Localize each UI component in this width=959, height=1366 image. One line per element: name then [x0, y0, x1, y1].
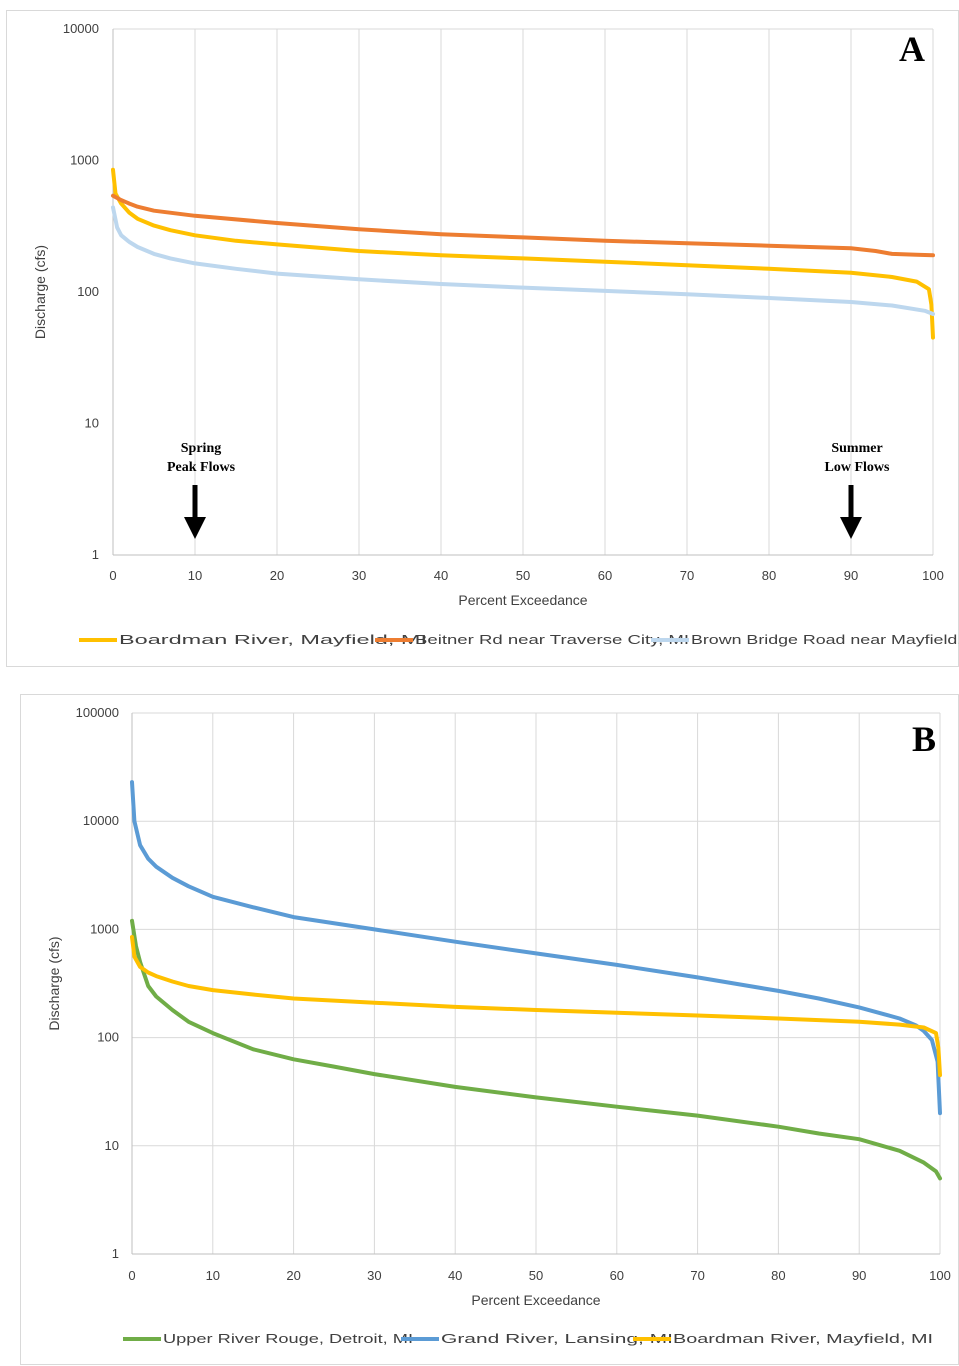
series-line-1 — [111, 167, 935, 340]
annotation-arrow-head — [184, 517, 206, 539]
chart-panel-a: 0 10 20 30 40 50 60 70 80 90 100 1 10 100 1000 10000 Per… — [6, 10, 959, 667]
annotation-text: Spring — [181, 441, 221, 456]
legend-label: Beitner Rd near Traverse City, MI — [415, 632, 689, 647]
annotation-text: Low Flows — [825, 460, 891, 475]
y-tick-label: 100000 — [76, 705, 119, 720]
chart-panel-b: 0 10 20 30 40 50 60 70 80 90 100 1 10 100 1000 10000 100… — [20, 694, 959, 1365]
x-tick-label: 60 — [598, 568, 612, 583]
chart-a-svg: 0 10 20 30 40 50 60 70 80 90 100110100100010000Per… — [32, 21, 959, 647]
annotation-text: Peak Flows — [167, 460, 236, 475]
y-tick-label: 100 — [77, 284, 99, 299]
x-tick-label: 90 — [852, 1268, 866, 1283]
panel-label: B — [912, 719, 936, 759]
y-tick-label: 10000 — [63, 21, 99, 36]
y-tick-label: 1000 — [70, 153, 99, 168]
x-tick-label: 50 — [516, 568, 530, 583]
x-axis-title: Percent Exceedance — [458, 592, 587, 608]
x-axis-title: Percent Exceedance — [471, 1292, 600, 1308]
x-tick-label: 20 — [270, 568, 284, 583]
x-tick-label: 70 — [680, 568, 694, 583]
x-tick-label: 100 — [922, 568, 944, 583]
y-tick-label: 10 — [85, 416, 99, 431]
x-tick-label: 90 — [844, 568, 858, 583]
x-tick-label: 60 — [610, 1268, 624, 1283]
x-tick-label: 40 — [434, 568, 448, 583]
series-line-3 — [111, 205, 935, 316]
y-axis-title: Discharge (cfs) — [46, 936, 62, 1030]
x-tick-label: 0 — [128, 1268, 135, 1283]
x-tick-label: 30 — [352, 568, 366, 583]
x-tick-label: 10 — [188, 568, 202, 583]
y-tick-label: 10000 — [83, 813, 119, 828]
y-tick-label: 1 — [112, 1246, 119, 1261]
series-line-2 — [111, 193, 935, 258]
x-tick-label: 80 — [762, 568, 776, 583]
y-tick-label: 100 — [97, 1030, 119, 1045]
annotation-arrow-head — [840, 517, 862, 539]
panel-label: A — [899, 29, 925, 69]
legend-label: Brown Bridge Road near Mayfield, MI — [691, 632, 959, 647]
x-tick-label: 30 — [367, 1268, 381, 1283]
x-tick-label: 40 — [448, 1268, 462, 1283]
y-axis-title: Discharge (cfs) — [32, 245, 48, 339]
series-line-1 — [130, 918, 942, 1181]
x-tick-label: 20 — [286, 1268, 300, 1283]
x-tick-label: 50 — [529, 1268, 543, 1283]
legend-label: Boardman River, Mayfield, MI — [119, 632, 427, 647]
y-tick-label: 10 — [105, 1138, 119, 1153]
series-line-3 — [130, 935, 942, 1078]
annotation-text: Summer — [831, 441, 882, 456]
x-tick-label: 80 — [771, 1268, 785, 1283]
legend-label: Boardman River, Mayfield, MI — [673, 1331, 933, 1346]
chart-b-svg: 0 10 20 30 40 50 60 70 80 90 100110100100010000100… — [46, 705, 951, 1346]
x-tick-label: 0 — [109, 568, 116, 583]
legend-label: Grand River, Lansing, MI — [441, 1331, 673, 1346]
x-tick-label: 70 — [690, 1268, 704, 1283]
y-tick-label: 1000 — [90, 921, 119, 936]
y-tick-label: 1 — [92, 547, 99, 562]
x-tick-label: 100 — [929, 1268, 951, 1283]
legend-label: Upper River Rouge, Detroit, MI — [163, 1331, 413, 1346]
x-tick-label: 10 — [206, 1268, 220, 1283]
